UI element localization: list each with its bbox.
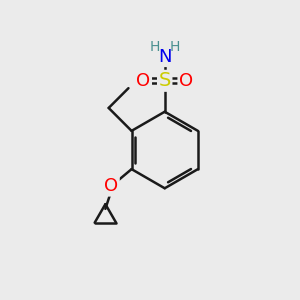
Text: N: N — [158, 48, 172, 66]
Text: O: O — [179, 72, 193, 90]
Text: S: S — [158, 71, 171, 90]
Text: O: O — [104, 177, 118, 195]
Text: O: O — [136, 72, 151, 90]
Text: H: H — [149, 40, 160, 54]
Text: H: H — [170, 40, 180, 54]
